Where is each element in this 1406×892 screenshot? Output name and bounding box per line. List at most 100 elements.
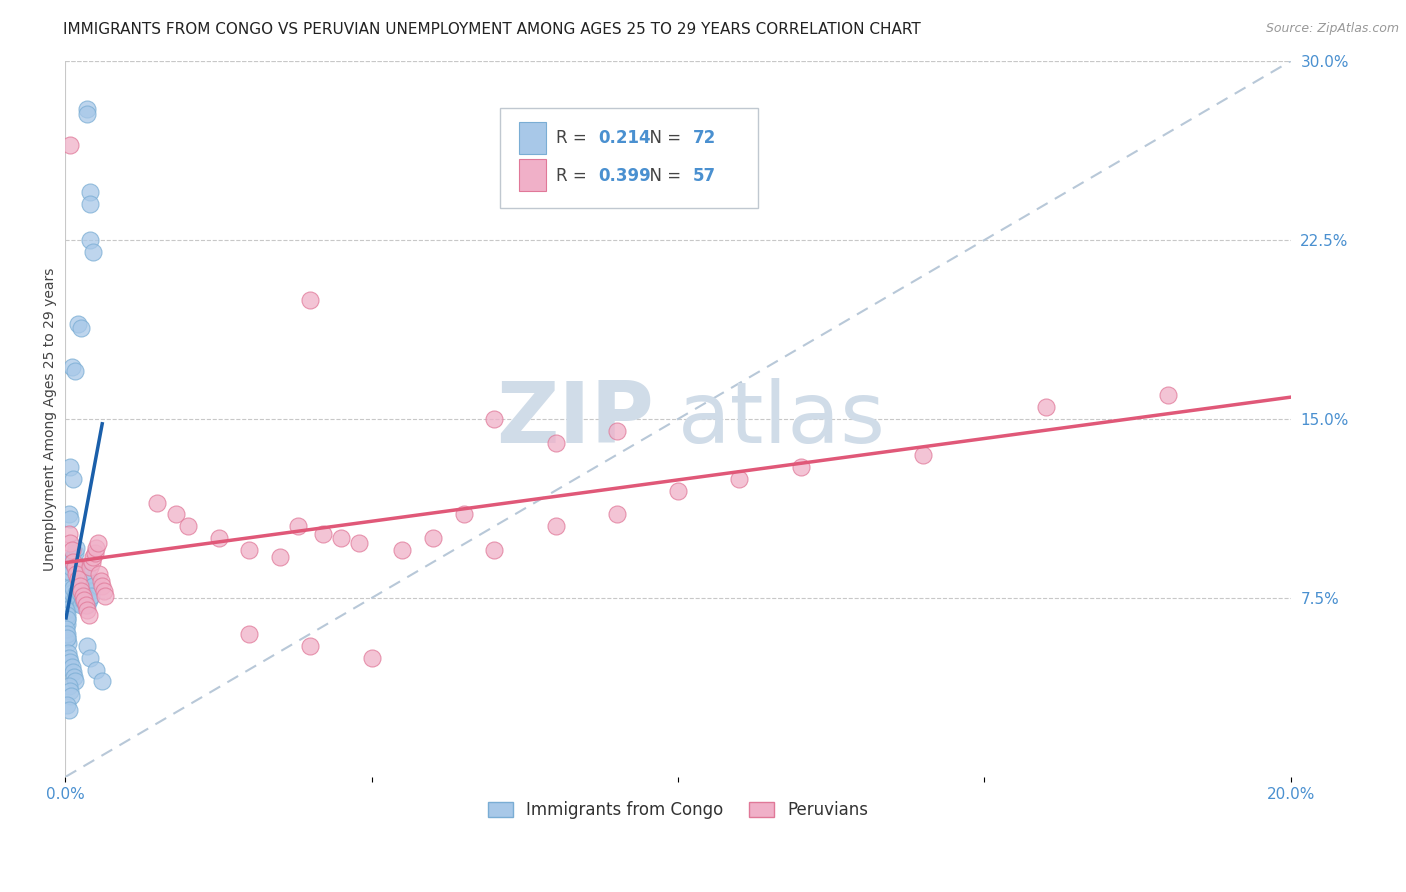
Point <box>55 591 77 605</box>
Point <box>89 567 111 582</box>
Point <box>59 684 82 698</box>
Point <box>56 574 79 589</box>
Point <box>75 598 97 612</box>
Point <box>76 106 98 120</box>
Point <box>65 567 87 582</box>
Point <box>56 698 79 713</box>
Point <box>55 612 77 626</box>
Point <box>73 579 96 593</box>
Point <box>62 472 84 486</box>
Point <box>72 589 94 603</box>
Point <box>544 519 567 533</box>
Point <box>90 574 112 589</box>
Point <box>59 536 82 550</box>
FancyBboxPatch shape <box>519 159 546 192</box>
Point <box>55 626 77 640</box>
Point <box>67 591 90 605</box>
Text: IMMIGRANTS FROM CONGO VS PERUVIAN UNEMPLOYMENT AMONG AGES 25 TO 29 YEARS CORRELA: IMMIGRANTS FROM CONGO VS PERUVIAN UNEMPL… <box>63 22 921 37</box>
Text: N =: N = <box>638 128 686 146</box>
Point <box>60 555 83 569</box>
Point <box>63 364 86 378</box>
Point <box>606 508 628 522</box>
Point <box>84 663 107 677</box>
Point <box>58 508 80 522</box>
Point <box>69 565 91 579</box>
Point <box>55 632 77 646</box>
Point <box>73 589 96 603</box>
Text: R =: R = <box>555 167 592 185</box>
Point <box>82 579 104 593</box>
Point <box>269 550 291 565</box>
Point <box>56 612 79 626</box>
Point <box>63 560 86 574</box>
Point <box>146 495 169 509</box>
Point <box>66 596 89 610</box>
Point <box>422 531 444 545</box>
Point <box>84 541 107 555</box>
Text: 72: 72 <box>693 128 716 146</box>
Point <box>59 512 82 526</box>
Point <box>87 536 110 550</box>
Point <box>453 508 475 522</box>
Point <box>79 560 101 574</box>
Point <box>56 586 79 600</box>
Point <box>55 626 77 640</box>
Point <box>55 607 77 622</box>
Point <box>66 317 89 331</box>
Point <box>789 459 811 474</box>
Point <box>299 639 322 653</box>
Point <box>67 569 90 583</box>
Point <box>93 583 115 598</box>
Point <box>65 586 87 600</box>
Text: Source: ZipAtlas.com: Source: ZipAtlas.com <box>1265 22 1399 36</box>
Point <box>62 665 84 679</box>
Text: N =: N = <box>638 167 686 185</box>
Point <box>58 679 80 693</box>
Point <box>91 674 114 689</box>
Point <box>76 603 98 617</box>
Point <box>912 448 935 462</box>
Point <box>76 639 98 653</box>
Point <box>79 186 101 200</box>
Legend: Immigrants from Congo, Peruvians: Immigrants from Congo, Peruvians <box>481 795 875 826</box>
Point <box>238 626 260 640</box>
Point <box>80 555 103 569</box>
Point <box>238 543 260 558</box>
Point <box>59 591 82 605</box>
Point <box>207 531 229 545</box>
Point <box>56 646 79 660</box>
Point <box>360 650 382 665</box>
Point <box>177 519 200 533</box>
Point <box>69 583 91 598</box>
Y-axis label: Unemployment Among Ages 25 to 29 years: Unemployment Among Ages 25 to 29 years <box>44 268 58 571</box>
Point <box>55 607 77 622</box>
Point <box>79 650 101 665</box>
Point <box>59 689 82 703</box>
Point <box>544 435 567 450</box>
Text: 0.214: 0.214 <box>599 128 651 146</box>
Point <box>69 560 91 574</box>
Point <box>58 703 80 717</box>
Point <box>69 321 91 335</box>
Point <box>59 560 82 574</box>
Point <box>82 245 104 260</box>
FancyBboxPatch shape <box>501 108 758 208</box>
Text: 0.399: 0.399 <box>599 167 651 185</box>
Point <box>94 589 117 603</box>
Point <box>79 233 101 247</box>
Point <box>60 359 83 374</box>
Point <box>80 589 103 603</box>
Point <box>79 583 101 598</box>
Point <box>58 526 80 541</box>
Text: atlas: atlas <box>678 377 886 460</box>
Point <box>299 293 322 307</box>
Point <box>76 598 98 612</box>
Point <box>72 583 94 598</box>
Point <box>59 137 82 152</box>
Point <box>72 593 94 607</box>
Point <box>59 459 82 474</box>
Point <box>484 543 506 558</box>
Point <box>728 472 751 486</box>
Point <box>62 582 84 596</box>
Text: 57: 57 <box>693 167 716 185</box>
